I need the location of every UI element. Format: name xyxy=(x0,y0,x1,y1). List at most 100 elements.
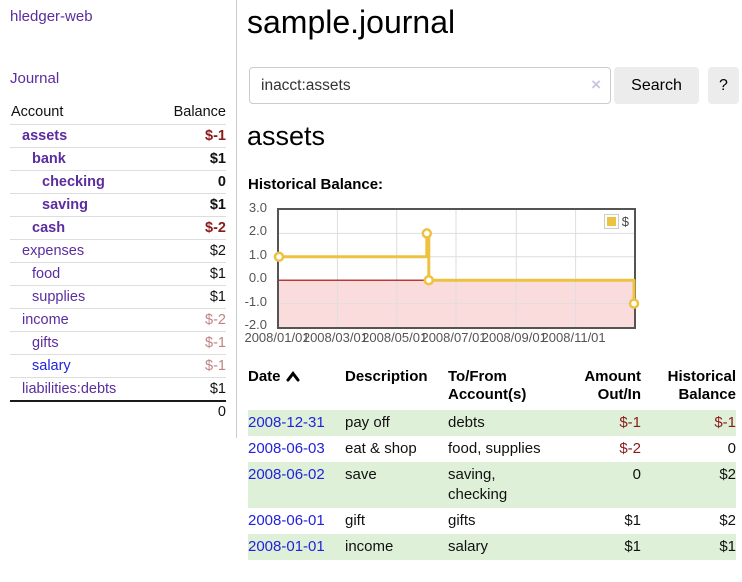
sidebar: hledger-web Journal Account Balance asse… xyxy=(0,0,237,438)
transaction-amount: $1 xyxy=(624,512,641,529)
account-balance: $1 xyxy=(153,377,226,401)
account-row: cash $-2 xyxy=(10,216,226,240)
accounts-header-balance: Balance xyxy=(173,104,226,120)
account-balance: $2 xyxy=(153,239,226,263)
transaction-amount: 0 xyxy=(632,466,641,483)
series-swatch-icon xyxy=(603,214,619,229)
chart-y-axis-labels: 3.0 2.0 1.0 0.0 -1.0 -2.0 xyxy=(230,201,272,332)
clear-search-icon[interactable]: × xyxy=(591,75,601,94)
transaction-amount: $-1 xyxy=(619,414,641,431)
accounts-header-account: Account xyxy=(11,104,64,120)
account-link[interactable]: salary xyxy=(32,358,71,374)
account-balance: $1 xyxy=(153,147,226,171)
account-row: income $-2 xyxy=(10,308,226,332)
register-row: 2008-06-01 gift gifts $1 $2 xyxy=(248,508,736,534)
transaction-balance: 0 xyxy=(727,440,736,457)
account-link[interactable]: expenses xyxy=(22,243,85,259)
account-balance: $1 xyxy=(153,193,226,217)
transaction-description: eat & shop xyxy=(345,440,417,457)
chart-legend: $ xyxy=(601,213,631,230)
account-link[interactable]: saving xyxy=(42,197,88,213)
transaction-description: pay off xyxy=(345,414,390,431)
register-row: 2008-06-03 eat & shop food, supplies $-2… xyxy=(248,436,736,462)
account-row: bank $1 xyxy=(10,147,226,171)
account-balance: $-1 xyxy=(153,124,226,148)
y-tick-label: 1.0 xyxy=(248,246,267,262)
accounts-table: Account Balance assets $-1 bank $1 check… xyxy=(10,101,226,423)
account-balance: $-2 xyxy=(153,308,226,332)
x-tick-label: 2008/07/01 xyxy=(421,330,487,345)
account-balance: $1 xyxy=(153,262,226,286)
transaction-balance: $2 xyxy=(719,512,736,529)
account-link[interactable]: bank xyxy=(32,151,66,167)
accounts-total-value: 0 xyxy=(10,400,226,423)
column-header-balance: Historical Balance xyxy=(667,368,736,403)
account-link[interactable]: food xyxy=(32,266,61,282)
account-row: expenses $2 xyxy=(10,239,226,263)
accounts-header-row: Account Balance xyxy=(10,101,226,125)
transaction-amount: $1 xyxy=(624,538,641,555)
column-header-description: Description xyxy=(345,368,428,385)
transaction-amount: $-2 xyxy=(619,440,641,457)
x-tick-label: 2008/09/01 xyxy=(481,330,547,345)
y-tick-label: 0.0 xyxy=(248,270,267,286)
chart-plot-area xyxy=(273,210,640,327)
transaction-date-link[interactable]: 2008-06-02 xyxy=(248,466,325,483)
transaction-balance: $-1 xyxy=(714,414,736,431)
x-tick-label: 2008/05/01 xyxy=(362,330,428,345)
account-balance: 0 xyxy=(153,170,226,194)
transaction-accounts: salary xyxy=(448,538,489,555)
account-balance: $-2 xyxy=(153,216,226,240)
account-row: assets $-1 xyxy=(10,124,226,148)
sort-ascending-icon xyxy=(286,371,300,382)
account-link[interactable]: liabilities:debts xyxy=(22,381,117,397)
column-header-amount: Amount Out/In xyxy=(584,368,641,403)
search-button[interactable]: Search xyxy=(614,67,699,104)
transaction-description: gift xyxy=(345,512,366,529)
account-balance: $-1 xyxy=(153,331,226,355)
y-tick-label: 2.0 xyxy=(248,223,267,239)
transaction-description: income xyxy=(345,538,394,555)
register-table: Date Description To/From Account(s) Amou… xyxy=(248,366,736,560)
transaction-accounts: debts xyxy=(448,414,485,431)
column-header-date[interactable]: Date xyxy=(248,366,345,410)
transaction-date-link[interactable]: 2008-01-01 xyxy=(248,538,325,555)
series-label: $ xyxy=(621,214,629,229)
transaction-balance: $2 xyxy=(719,466,736,483)
account-link[interactable]: assets xyxy=(22,128,68,144)
y-tick-label: 3.0 xyxy=(248,200,267,215)
search-form: × xyxy=(249,67,611,104)
help-button[interactable]: ? xyxy=(708,67,739,104)
y-tick-label: -1.0 xyxy=(244,293,267,309)
transaction-date-link[interactable]: 2008-06-01 xyxy=(248,512,325,529)
account-row: salary $-1 xyxy=(10,354,226,378)
account-link[interactable]: supplies xyxy=(32,289,86,305)
transaction-description: save xyxy=(345,466,377,483)
account-link[interactable]: checking xyxy=(42,174,105,190)
nav-journal-link[interactable]: Journal xyxy=(10,70,60,87)
account-balance: $-1 xyxy=(153,354,226,378)
account-row: gifts $-1 xyxy=(10,331,226,355)
account-balance: $1 xyxy=(153,285,226,309)
transaction-accounts: food, supplies xyxy=(448,440,541,457)
page-title: sample.journal xyxy=(247,4,456,40)
account-link[interactable]: income xyxy=(22,312,69,328)
transaction-date-link[interactable]: 2008-12-31 xyxy=(248,414,325,431)
historical-balance-chart: $ xyxy=(273,208,640,329)
chart-x-axis-labels: 2008/01/01 2008/03/01 2008/05/01 2008/07/01… xyxy=(244,330,632,346)
search-input[interactable] xyxy=(249,67,611,104)
transaction-accounts: saving, checking xyxy=(448,466,508,503)
account-row: liabilities:debts $1 xyxy=(10,377,226,401)
brand-link[interactable]: hledger-web xyxy=(10,8,93,25)
account-row: saving $1 xyxy=(10,193,226,217)
account-row: supplies $1 xyxy=(10,285,226,309)
account-row: checking 0 xyxy=(10,170,226,194)
account-row: food $1 xyxy=(10,262,226,286)
x-tick-label: 2008/01/01 xyxy=(244,330,310,345)
transaction-date-link[interactable]: 2008-06-03 xyxy=(248,440,325,457)
column-header-accounts: To/From Account(s) xyxy=(448,368,527,403)
account-link[interactable]: gifts xyxy=(32,335,59,351)
account-link[interactable]: cash xyxy=(32,220,66,236)
register-row: 2008-12-31 pay off debts $-1 $-1 xyxy=(248,410,736,436)
